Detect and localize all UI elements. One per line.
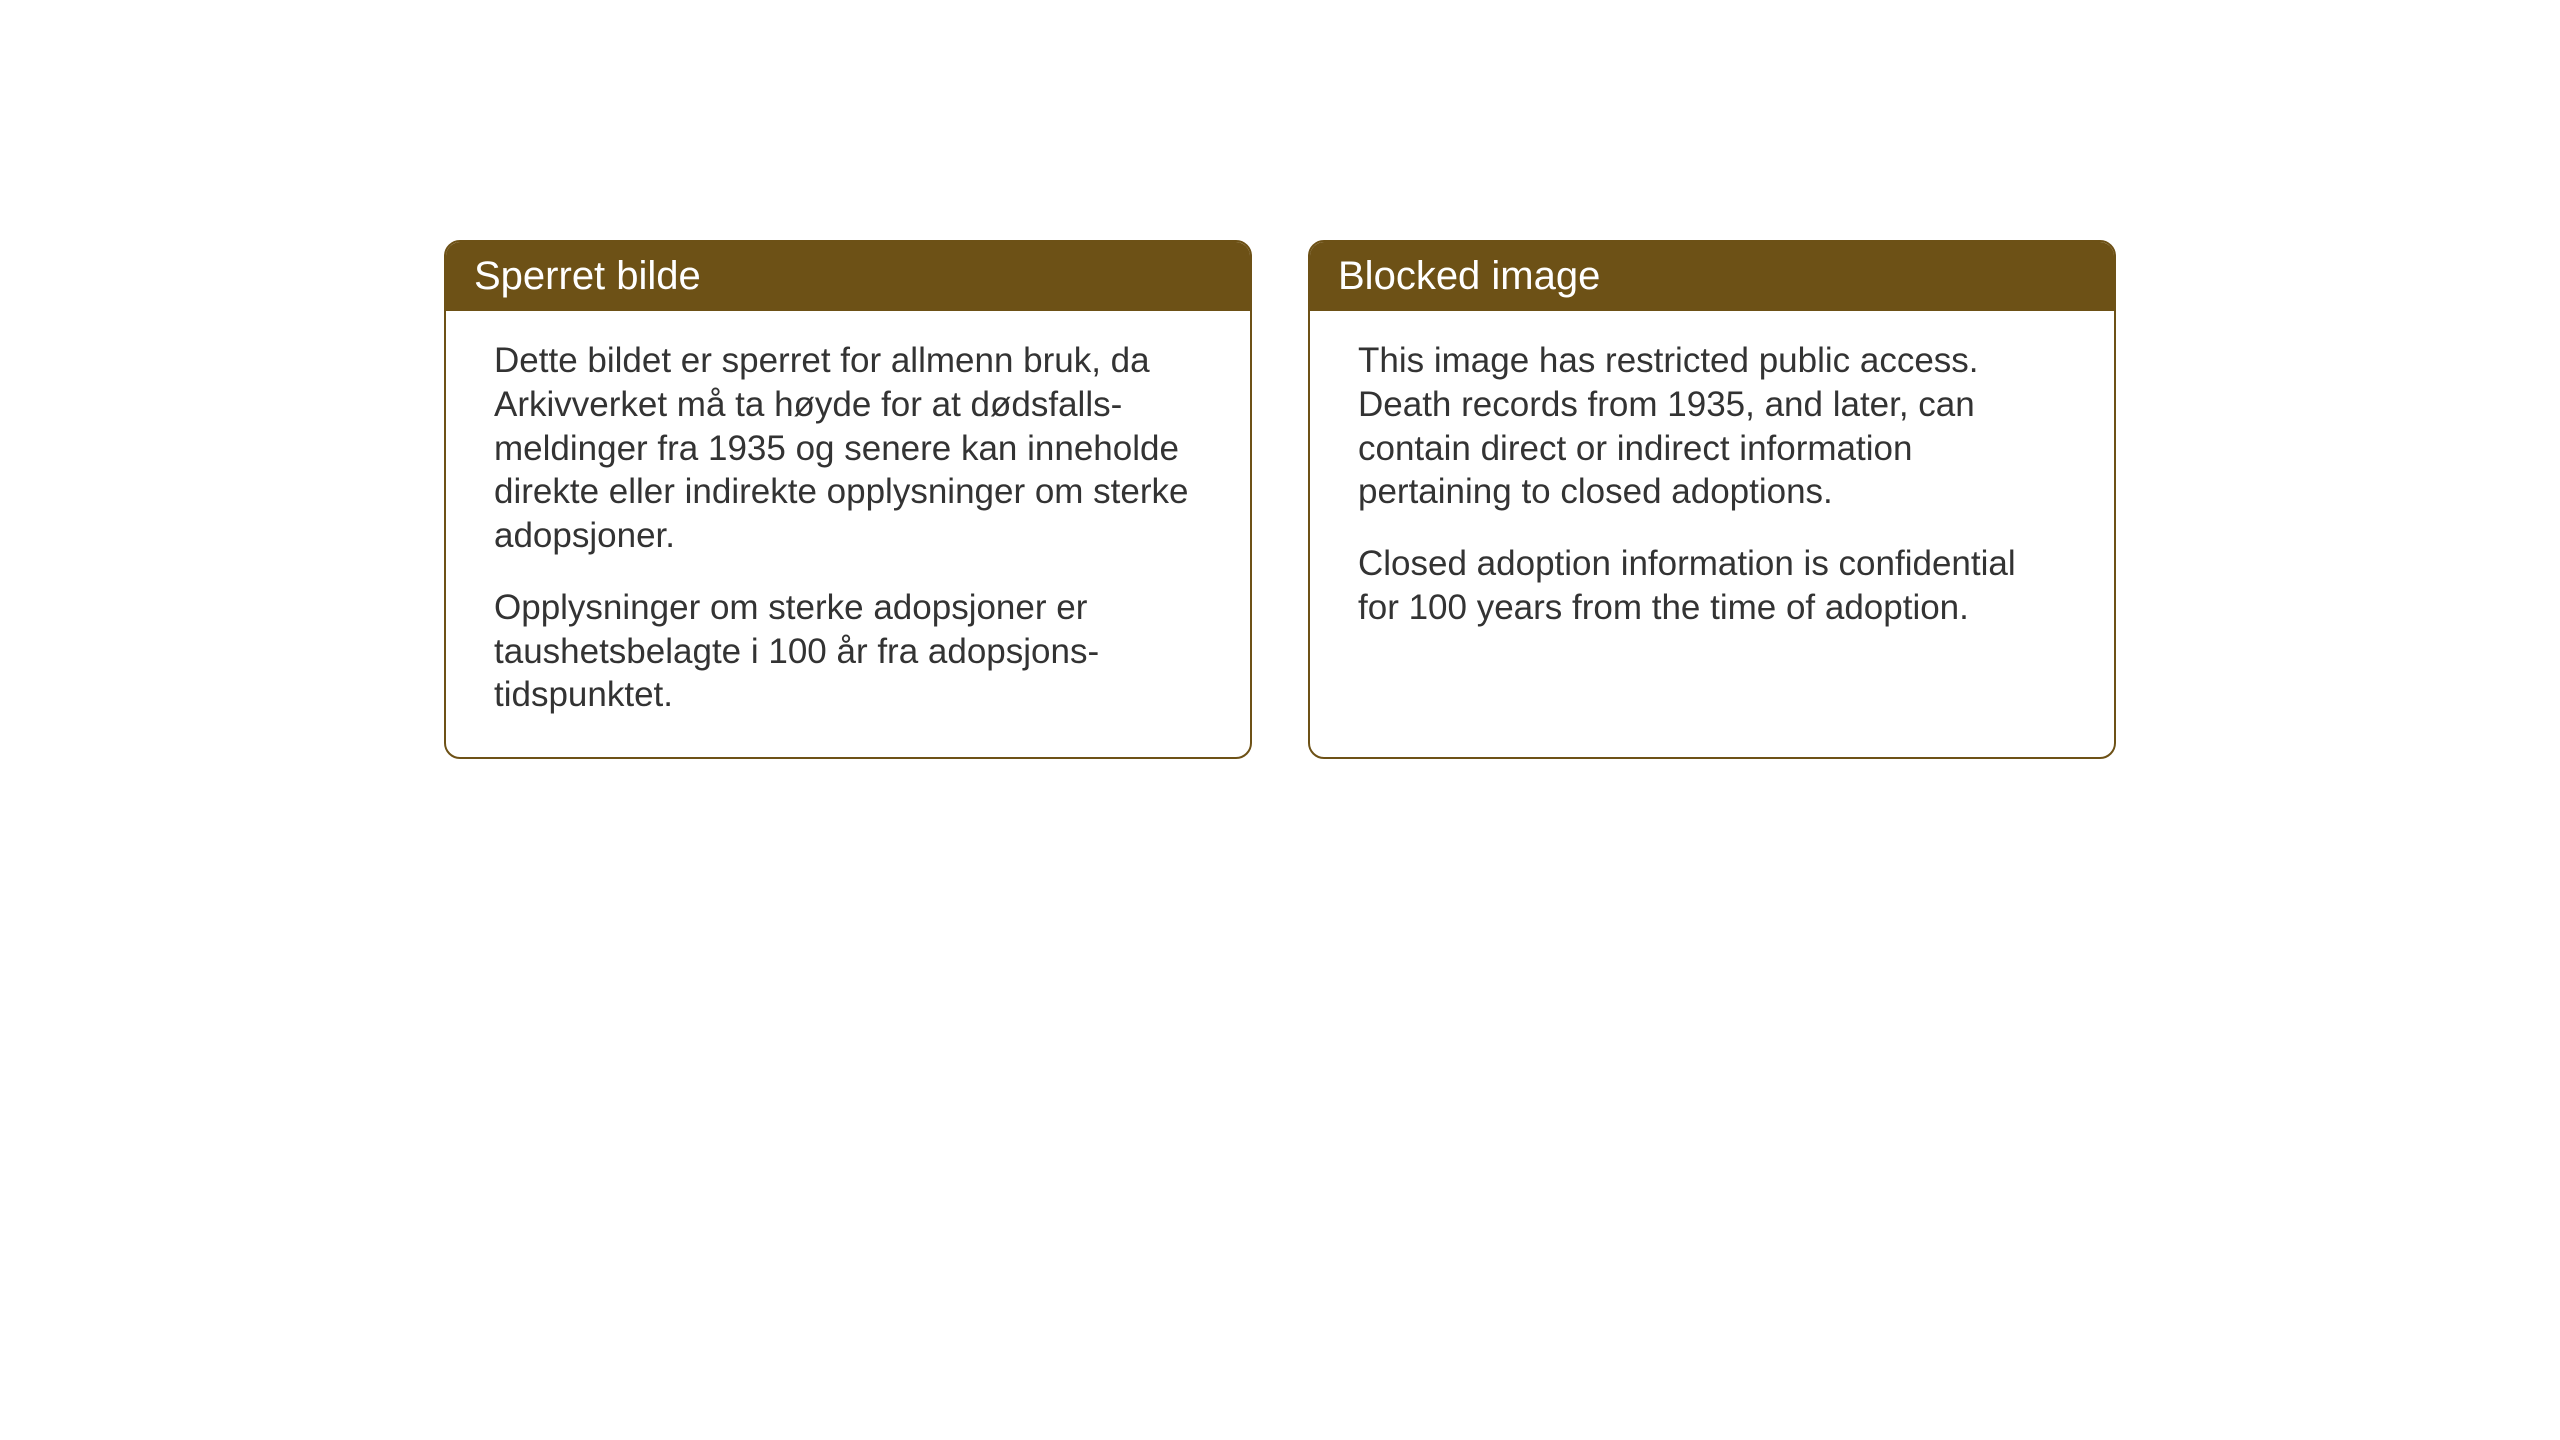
card-title-norwegian: Sperret bilde <box>474 254 701 298</box>
notice-card-english: Blocked image This image has restricted … <box>1308 240 2116 759</box>
card-paragraph: Opplysninger om sterke adopsjoner er tau… <box>494 586 1202 717</box>
notice-card-norwegian: Sperret bilde Dette bildet er sperret fo… <box>444 240 1252 759</box>
card-body-norwegian: Dette bildet er sperret for allmenn bruk… <box>446 311 1250 757</box>
card-paragraph: Closed adoption information is confident… <box>1358 542 2066 630</box>
card-body-english: This image has restricted public access.… <box>1310 311 2114 670</box>
card-header-norwegian: Sperret bilde <box>446 242 1250 311</box>
notice-container: Sperret bilde Dette bildet er sperret fo… <box>444 240 2116 759</box>
card-paragraph: This image has restricted public access.… <box>1358 339 2066 514</box>
card-header-english: Blocked image <box>1310 242 2114 311</box>
card-title-english: Blocked image <box>1338 254 1600 298</box>
card-paragraph: Dette bildet er sperret for allmenn bruk… <box>494 339 1202 558</box>
